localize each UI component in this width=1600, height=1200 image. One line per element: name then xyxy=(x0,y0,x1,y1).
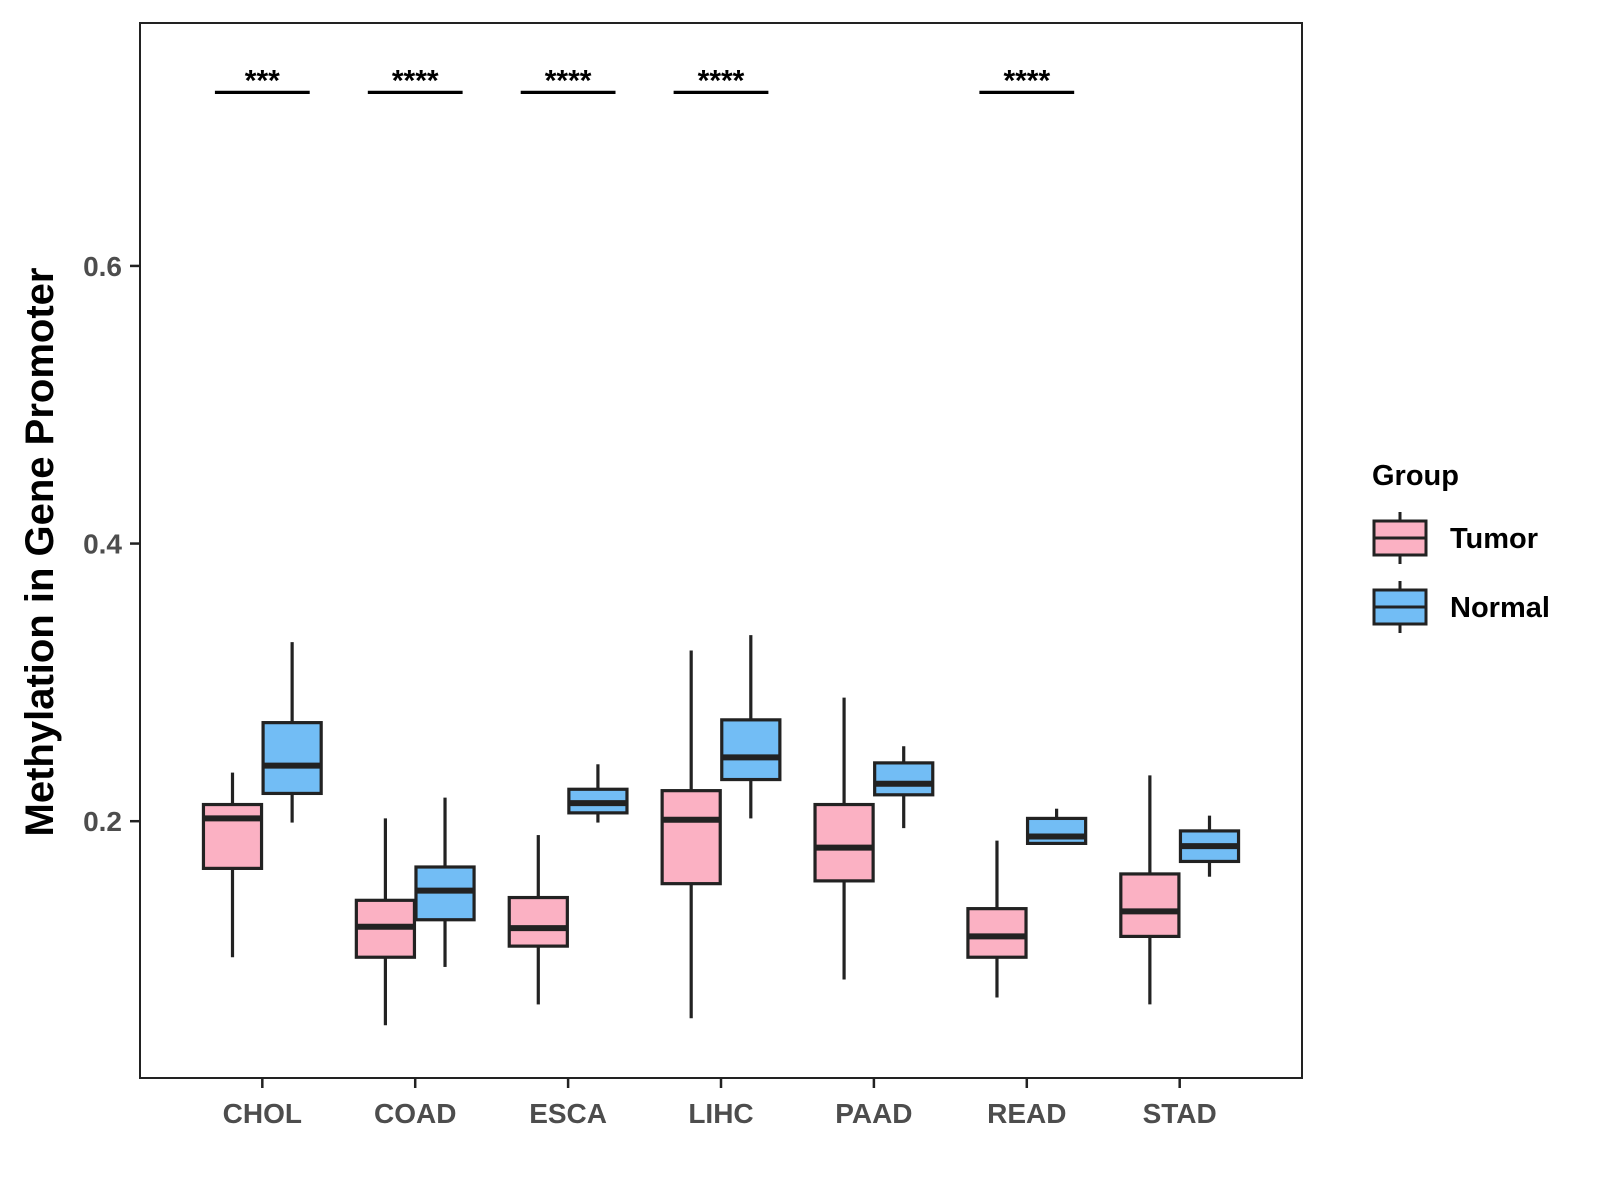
significance-label-chol: *** xyxy=(245,64,280,97)
significance-label-esca: **** xyxy=(545,64,592,97)
box-tumor-stad xyxy=(1119,775,1181,1005)
box-tumor-chol xyxy=(201,772,264,958)
x-tick-label-read: READ xyxy=(987,1098,1066,1129)
box-normal-esca xyxy=(567,764,629,823)
y-tick-label: 0.4 xyxy=(83,529,122,560)
box-tumor-coad xyxy=(354,818,417,1026)
box-normal-paad xyxy=(873,746,935,829)
y-axis-title: Methylation in Gene Promoter xyxy=(18,268,62,837)
legend-label-normal: Normal xyxy=(1450,592,1550,624)
legend-item-normal: Normal xyxy=(1372,581,1550,633)
box-normal-read-iqr xyxy=(1025,816,1088,846)
box-tumor-lihc-iqr xyxy=(660,789,722,886)
box-normal-lihc-iqr xyxy=(720,718,782,782)
x-tick-label-esca: ESCA xyxy=(529,1098,607,1129)
box-tumor-paad xyxy=(813,697,875,980)
box-normal-lihc xyxy=(720,635,782,819)
box-tumor-chol-iqr xyxy=(201,802,264,870)
box-tumor-lihc xyxy=(660,650,722,1019)
legend-item-tumor: Tumor xyxy=(1372,512,1538,564)
x-tick-label-paad: PAAD xyxy=(835,1098,912,1129)
significance-label-read: **** xyxy=(1003,64,1050,97)
x-tick-label-coad: COAD xyxy=(374,1098,456,1129)
legend-items: Tumor Normal xyxy=(1372,512,1550,633)
box-normal-chol-iqr xyxy=(261,721,323,796)
box-tumor-esca xyxy=(507,835,569,1005)
box-normal-coad xyxy=(414,797,476,967)
y-tick-label: 0.2 xyxy=(83,806,122,837)
significance-label-lihc: **** xyxy=(698,64,745,97)
box-normal-paad-iqr xyxy=(873,761,935,797)
box-normal-chol xyxy=(261,642,323,823)
legend-title: Group xyxy=(1372,460,1459,492)
significance-annotations: *** **** **** **** **** xyxy=(214,64,1075,97)
box-normal-stad xyxy=(1178,815,1241,877)
box-tumor-paad-iqr xyxy=(813,802,875,883)
x-tick-label-lihc: LIHC xyxy=(688,1098,753,1129)
box-tumor-esca-iqr xyxy=(507,895,569,948)
box-normal-read xyxy=(1025,808,1088,846)
box-tumor-stad-iqr xyxy=(1119,872,1181,939)
box-tumor-read-iqr xyxy=(966,907,1028,959)
boxes-layer xyxy=(201,635,1241,1026)
significance-label-coad: **** xyxy=(392,64,439,97)
legend: Group Tumor Normal xyxy=(1372,460,1550,633)
axes-layer: 0.2 0.4 0.6 CHOL COAD ESCA LIHC PAAD READ STAD xyxy=(83,251,1217,1129)
x-tick-label-stad: STAD xyxy=(1143,1098,1217,1129)
y-tick-label: 0.6 xyxy=(83,251,122,282)
x-tick-label-chol: CHOL xyxy=(223,1098,302,1129)
box-tumor-read xyxy=(966,840,1028,998)
legend-label-tumor: Tumor xyxy=(1450,523,1538,555)
